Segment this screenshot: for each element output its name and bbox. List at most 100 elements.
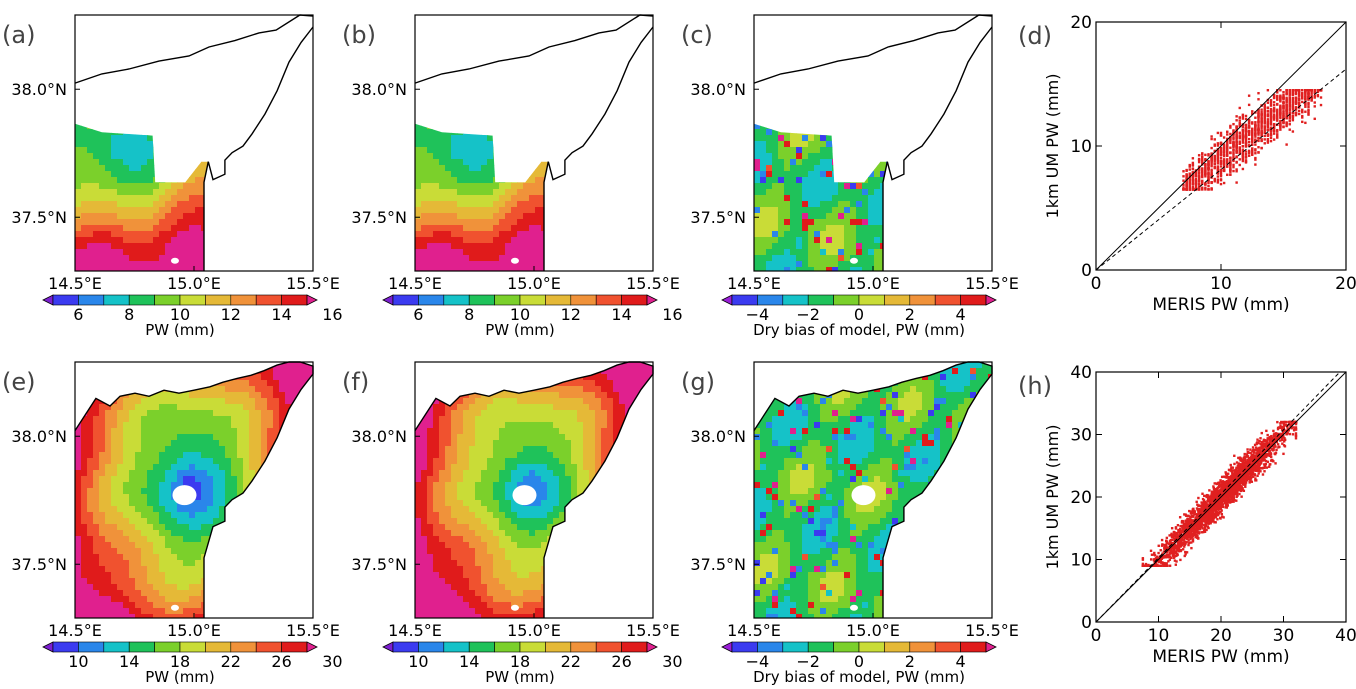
scatter-point: [1180, 538, 1183, 541]
scatter-point: [1266, 120, 1270, 123]
scatter-point: [1257, 139, 1260, 143]
scatter-point: [1232, 133, 1235, 137]
scatter-point: [1206, 512, 1210, 516]
scatter-point: [1228, 488, 1232, 491]
scatter-point: [1194, 179, 1198, 182]
scatter-point: [1269, 452, 1273, 455]
colorbar-segment: [392, 294, 419, 306]
scatter-point: [1198, 527, 1202, 531]
scatter-point: [1213, 155, 1216, 158]
scatter-point: [1269, 123, 1273, 126]
scatter-point: [1301, 95, 1304, 98]
scatter-point: [1204, 169, 1207, 172]
scatter-point: [1260, 127, 1263, 130]
colorbar-tick-label: 14: [119, 652, 139, 671]
scatter-point: [1189, 533, 1193, 536]
scatter-point: [1235, 131, 1238, 134]
coastline-north: [753, 14, 993, 84]
x-tick-label: 10: [1210, 274, 1232, 294]
scatter-point: [1202, 517, 1206, 521]
coastline-north: [414, 14, 654, 84]
colorbar-arrow-high: [306, 294, 318, 306]
scatter-point: [1272, 115, 1276, 119]
scatter-point: [1195, 522, 1198, 526]
scatter-point: [1163, 545, 1166, 548]
scatter-point: [1272, 442, 1275, 446]
scatter-point: [1246, 462, 1249, 465]
scatter-point: [1224, 500, 1227, 504]
scatter-point: [1234, 489, 1238, 493]
scatter-point: [1297, 112, 1301, 116]
scatter-point: [1158, 558, 1161, 561]
scatter-point: [1164, 556, 1168, 559]
colorbar-segment: [443, 294, 470, 306]
coastline-east: [547, 26, 654, 181]
scatter-point: [1225, 499, 1228, 502]
scatter-point: [1197, 513, 1201, 517]
scatter-point: [1257, 448, 1260, 451]
colorbar-segment: [281, 641, 308, 653]
scatter-point: [1233, 454, 1236, 457]
scatter-point: [1201, 155, 1204, 159]
colorbar-tick-label: 26: [271, 652, 291, 671]
scatter-point: [1211, 501, 1215, 504]
scatter-point: [1251, 134, 1254, 137]
scatter-point: [1169, 547, 1172, 551]
scatter-point: [1281, 428, 1284, 431]
colorbar-segment: [205, 641, 232, 653]
scatter-point: [1198, 511, 1201, 515]
scatter-point: [1257, 111, 1260, 115]
scatter-point: [1173, 543, 1176, 547]
scatter-point: [1247, 122, 1251, 125]
scatter-point: [1282, 111, 1285, 114]
scatter-point: [1301, 120, 1304, 124]
scatter-point: [1188, 184, 1191, 188]
scatter-point: [1313, 96, 1316, 99]
scatter-point: [1176, 541, 1180, 544]
scatter-point: [1241, 463, 1245, 466]
scatter-point: [1144, 564, 1147, 567]
scatter-point: [1191, 157, 1195, 160]
scatter-point: [1250, 474, 1253, 477]
scatter-point: [1181, 530, 1184, 534]
scatter-point: [1276, 111, 1279, 114]
scatter-point: [1279, 112, 1282, 115]
scatter-point: [1219, 162, 1223, 165]
scatter-point: [1188, 509, 1191, 513]
scatter-point: [1219, 149, 1223, 152]
scatter-point: [1240, 481, 1243, 485]
scatter-point: [1235, 168, 1238, 171]
scatter-point: [1212, 509, 1215, 512]
scatter-point: [1207, 167, 1210, 171]
scatter-point: [1294, 428, 1298, 431]
scatter-point: [1187, 520, 1190, 523]
scatter-point: [1255, 442, 1258, 446]
scatter-point: [1257, 120, 1260, 123]
scatter-point: [1210, 170, 1213, 173]
scatter-point: [1316, 90, 1320, 93]
scatter-point: [1234, 487, 1238, 490]
scatter-point: [1177, 539, 1180, 543]
scatter-point: [1279, 119, 1282, 123]
scatter-point: [1239, 459, 1242, 462]
scatter-point: [1260, 431, 1263, 435]
scatter-point: [1276, 91, 1279, 94]
scatter-point: [1246, 473, 1249, 476]
lat-tick-label: 37.5°N: [690, 555, 746, 574]
scatter-point: [1249, 470, 1252, 473]
scatter-point: [1183, 543, 1186, 546]
scatter-point: [1307, 97, 1310, 100]
scatter-point: [1243, 476, 1246, 480]
scatter-point: [1216, 178, 1220, 181]
scatter-point: [1263, 117, 1266, 121]
scatter-point: [1216, 152, 1220, 155]
scatter-point: [1188, 541, 1191, 545]
scatter-point: [1206, 494, 1209, 497]
scatter-point: [1220, 512, 1224, 516]
scatter-point: [1171, 541, 1175, 545]
scatter-point: [1257, 115, 1260, 118]
scatter-point: [1301, 114, 1304, 118]
scatter-point: [1272, 101, 1276, 104]
scatter-point: [1232, 482, 1236, 485]
